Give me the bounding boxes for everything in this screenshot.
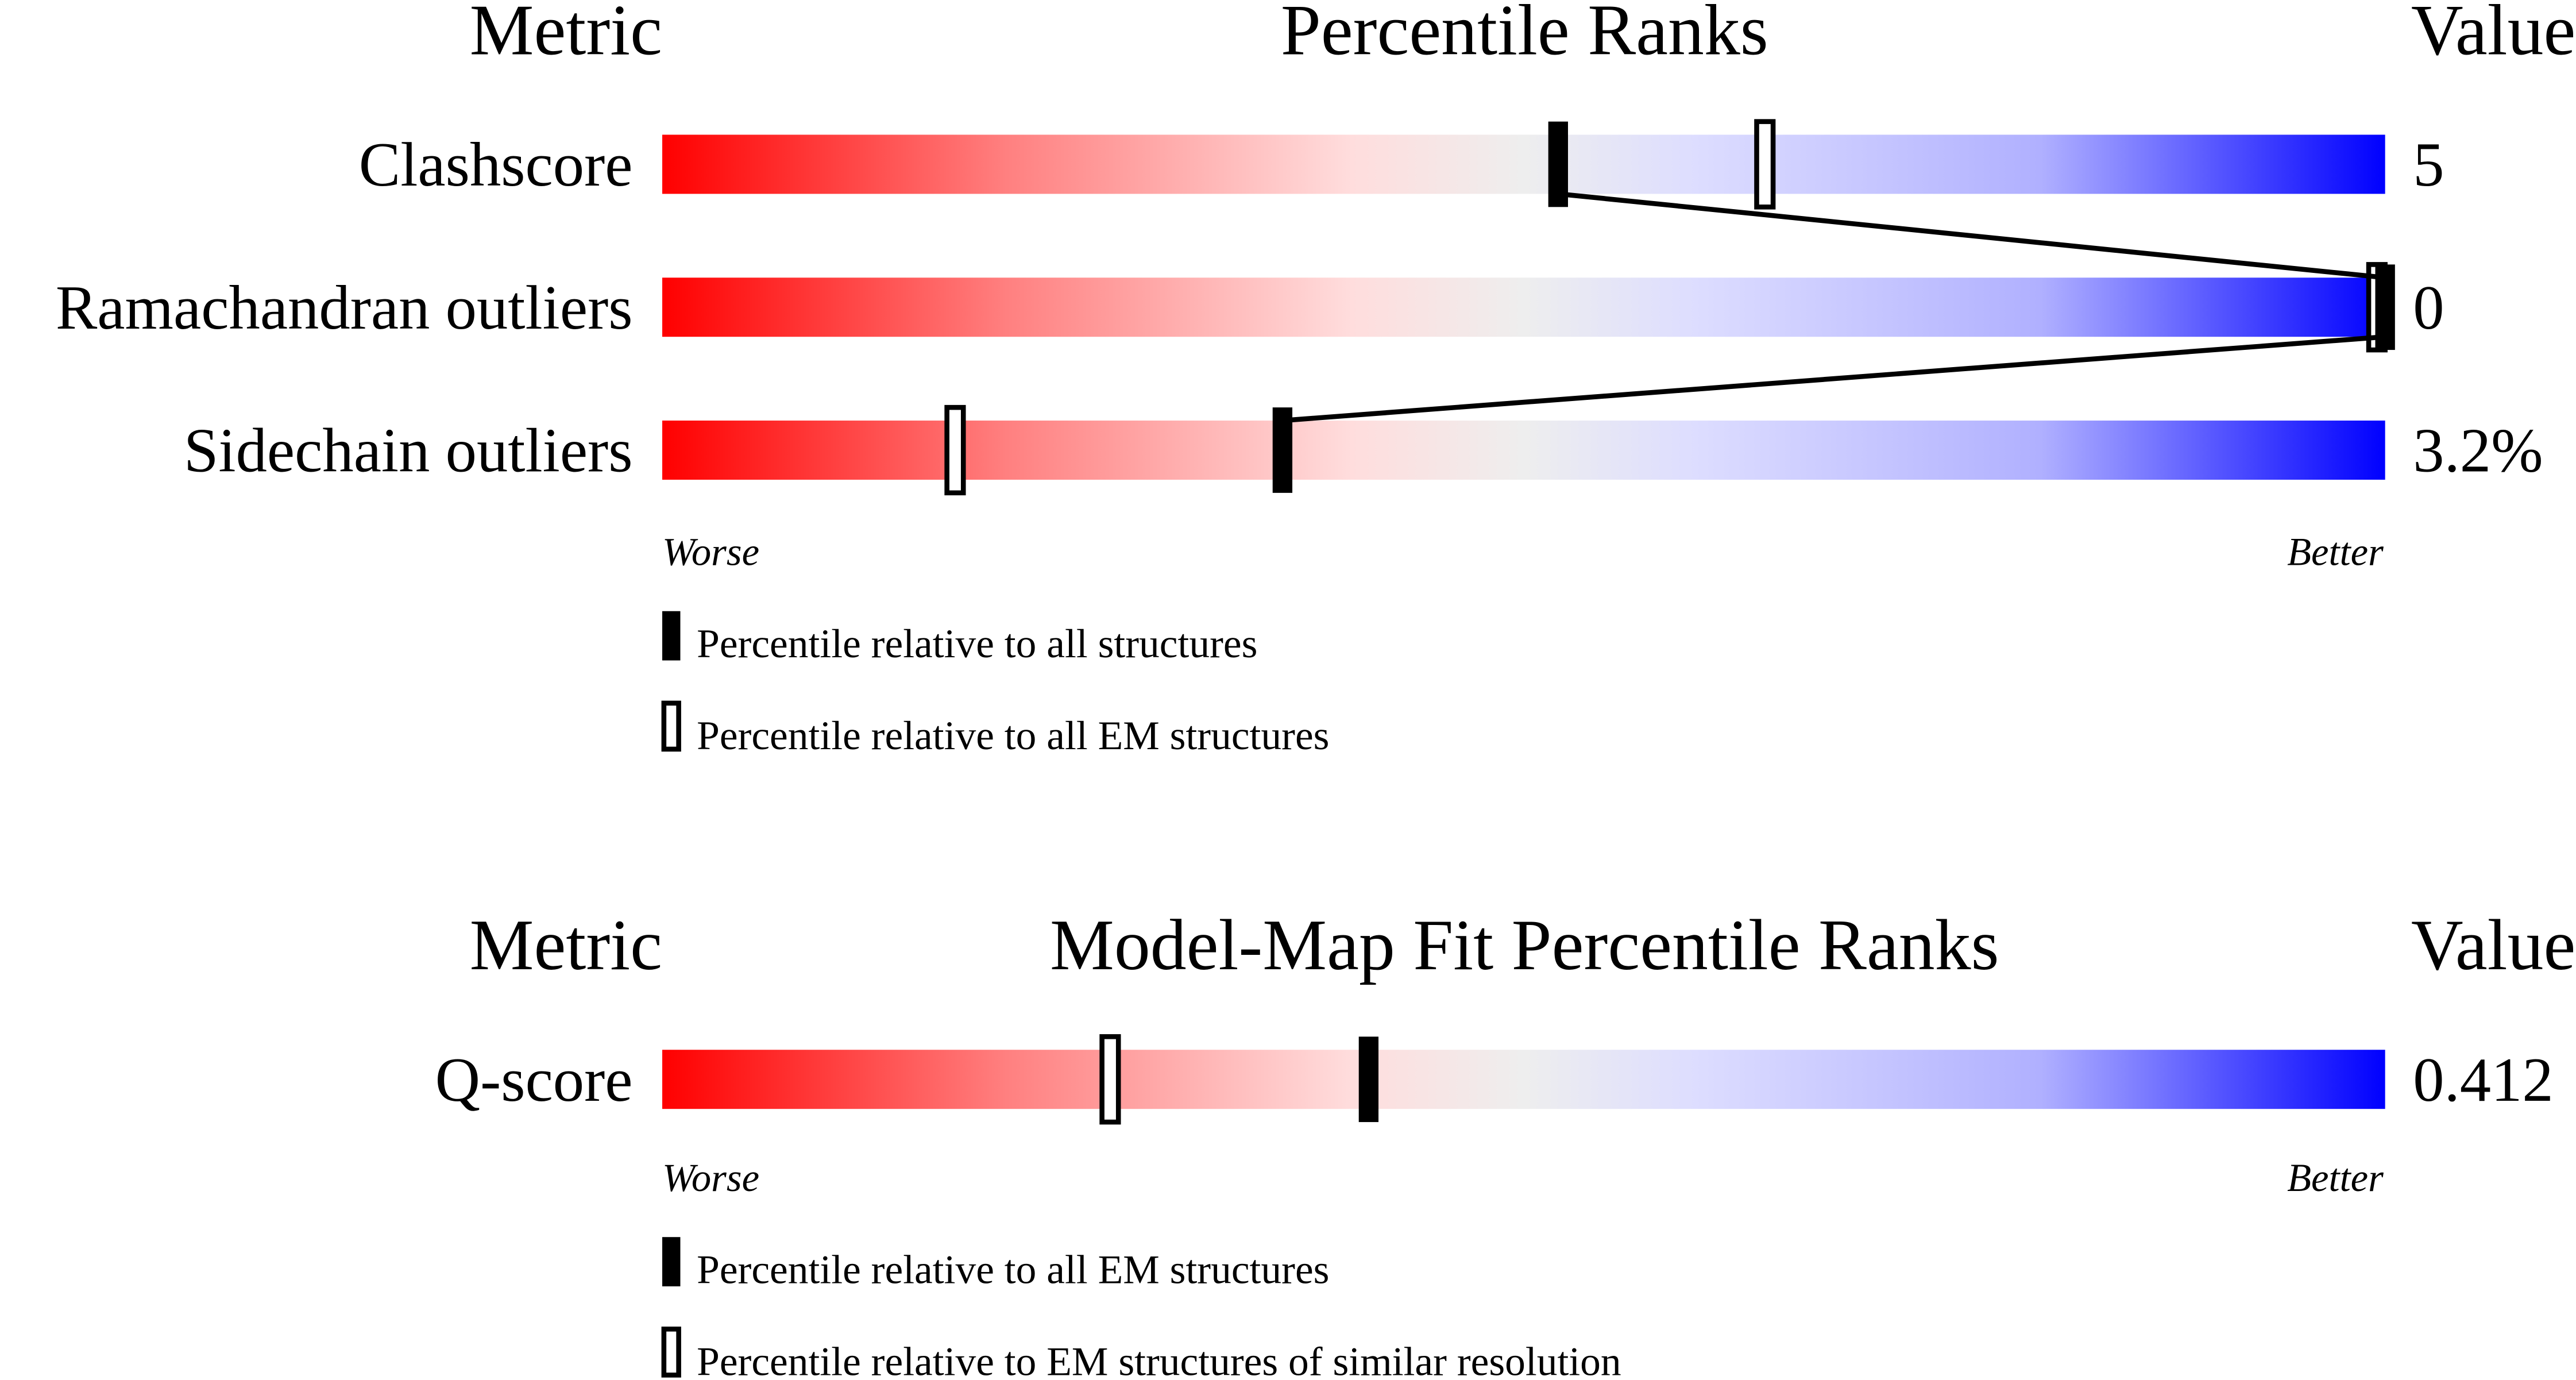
metric-value: 5: [2413, 130, 2444, 199]
percentile-bar: [662, 134, 2385, 194]
open-percentile-marker: [1099, 1034, 1121, 1125]
metric-value: 0.412: [2413, 1045, 2553, 1115]
better-label-2: Better: [2287, 1156, 2384, 1200]
percentile-bar: [662, 1050, 2385, 1109]
chart-title: Percentile Ranks: [1281, 0, 1768, 70]
better-label: Better: [2287, 530, 2384, 574]
filled-percentile-marker: [1358, 1036, 1379, 1123]
legend-open-label-2: Percentile relative to EM structures of …: [697, 1339, 1621, 1380]
legend-filled-label: Percentile relative to all structures: [697, 621, 1257, 666]
metric-label: Clashscore: [359, 130, 633, 199]
metric-value: 3.2%: [2413, 416, 2543, 485]
connector-line: [1282, 334, 2385, 423]
value-header: Value: [2411, 0, 2575, 70]
worse-label: Worse: [662, 530, 759, 574]
value-header-2: Value: [2411, 905, 2575, 985]
percentile-bar: [662, 421, 2385, 480]
legend-open-marker-2: [661, 1327, 681, 1378]
metric-label: Ramachandran outliers: [56, 273, 633, 342]
metric-label: Sidechain outliers: [184, 416, 633, 485]
open-percentile-marker: [944, 404, 966, 496]
connector-line: [1558, 191, 2386, 280]
metric-header-2: Metric: [470, 905, 662, 985]
open-percentile-marker: [1754, 119, 1776, 210]
legend-open-marker: [661, 700, 681, 752]
metric-value: 0: [2413, 273, 2444, 342]
legend-filled-marker-2: [662, 1237, 681, 1287]
worse-label-2: Worse: [662, 1156, 759, 1200]
legend-filled-marker: [662, 611, 681, 661]
legend-open-label: Percentile relative to all EM structures: [697, 713, 1329, 758]
chart-title-2: Model-Map Fit Percentile Ranks: [1050, 905, 1999, 985]
legend-filled-label-2: Percentile relative to all EM structures: [697, 1247, 1329, 1292]
metric-label: Q-score: [435, 1045, 633, 1115]
metric-header: Metric: [470, 0, 662, 70]
percentile-bar: [662, 277, 2385, 337]
